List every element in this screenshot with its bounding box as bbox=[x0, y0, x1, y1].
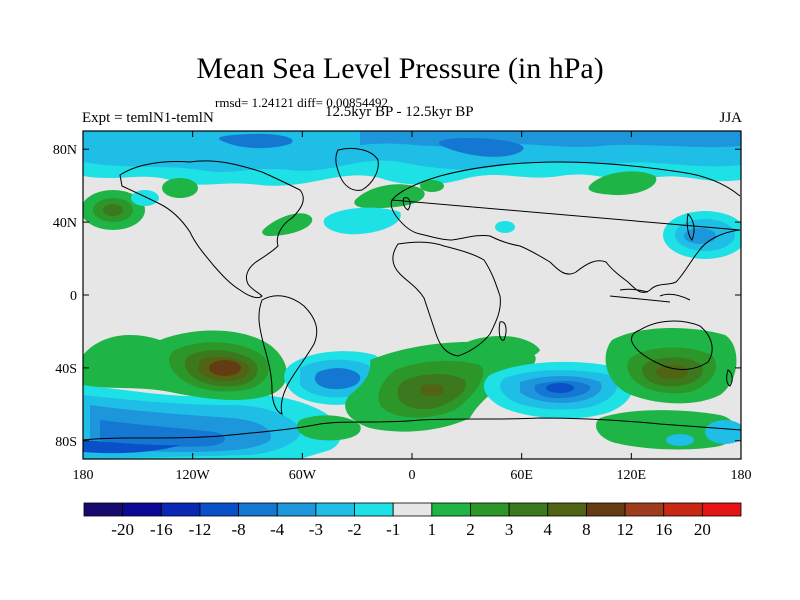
x-tick-label: 120E bbox=[617, 468, 647, 483]
colorbar-swatch bbox=[508, 502, 549, 517]
siberia-positive bbox=[588, 171, 657, 196]
s-indian-negative-peak bbox=[546, 383, 574, 393]
australia-coast bbox=[631, 320, 713, 370]
colorbar-swatch bbox=[624, 502, 665, 517]
y-tick-label: 40N bbox=[53, 216, 77, 231]
y-tick-label: 80S bbox=[55, 435, 77, 450]
colorbar-label: 20 bbox=[694, 520, 711, 539]
southern-ocean-negative-core2 bbox=[100, 420, 226, 447]
colorbar-label: -8 bbox=[232, 520, 246, 539]
x-tick-label: 120W bbox=[176, 468, 211, 483]
coastlines bbox=[83, 147, 741, 441]
colorbar-swatch bbox=[470, 502, 510, 517]
colorbar-swatch bbox=[586, 502, 626, 517]
n-pacific-west-positive bbox=[162, 178, 198, 198]
colorbar-label: 12 bbox=[617, 520, 634, 539]
japan-coast bbox=[686, 212, 695, 241]
antarctic-negative-east2 bbox=[666, 434, 694, 446]
colorbar-label: -20 bbox=[111, 520, 134, 539]
colorbar-swatch bbox=[199, 502, 239, 517]
antarctic-negative-east bbox=[705, 420, 741, 444]
anomaly-field bbox=[83, 131, 741, 459]
colorbar-swatch bbox=[701, 502, 742, 517]
n-atlantic-east-negative bbox=[495, 221, 515, 233]
colorbar-label: 8 bbox=[582, 520, 591, 539]
colorbar-swatch bbox=[392, 502, 433, 517]
colorbar-swatch bbox=[315, 502, 355, 517]
s-indian-west-positive bbox=[457, 335, 540, 361]
y-tick-label: 40S bbox=[55, 362, 77, 377]
colorbar: -20 -16 -12 -8 -4 -3 -2 -1 1 2 3 4 8 12 16 20 bbox=[83, 502, 742, 539]
colorbar-swatch bbox=[663, 502, 703, 517]
nz-coast bbox=[726, 369, 733, 387]
baffin-positive bbox=[420, 180, 444, 192]
colorbar-label: 2 bbox=[466, 520, 475, 539]
arctic-negative-core3 bbox=[219, 133, 293, 149]
s-atlantic-negative-core bbox=[314, 368, 361, 390]
colorbar-label: 1 bbox=[428, 520, 437, 539]
ne-pacific-positive-core bbox=[103, 204, 123, 216]
tasman-positive bbox=[596, 410, 736, 450]
colorbar-swatch bbox=[431, 502, 471, 517]
africa-coast bbox=[392, 241, 501, 357]
weddell-positive bbox=[296, 415, 361, 441]
colorbar-label: -1 bbox=[386, 520, 400, 539]
x-tick-label: 60E bbox=[510, 468, 533, 483]
n-atlantic-positive bbox=[354, 184, 425, 209]
experiment-label: Expt = temlN1-temlN bbox=[82, 110, 214, 126]
colorbar-swatch bbox=[238, 502, 278, 517]
colorbar-label: 4 bbox=[544, 520, 553, 539]
colorbar-swatch bbox=[83, 502, 124, 517]
colorbar-swatch bbox=[547, 502, 587, 517]
x-tick-label: 0 bbox=[409, 468, 416, 483]
y-tick-label: 80N bbox=[53, 143, 77, 158]
x-tick-label: 60W bbox=[289, 468, 317, 483]
s-atlantic-positive-core bbox=[420, 384, 444, 396]
period-label: 12.5kyr BP - 12.5kyr BP bbox=[325, 104, 474, 120]
colorbar-label: 3 bbox=[505, 520, 514, 539]
colorbar-label: -3 bbox=[309, 520, 323, 539]
uk-coast bbox=[402, 197, 411, 211]
arctic-negative-core2 bbox=[439, 138, 524, 157]
south-america-coast bbox=[258, 295, 318, 415]
colorbar-swatch bbox=[276, 502, 317, 517]
colorbar-swatch bbox=[354, 502, 394, 517]
eurasia-coast bbox=[390, 161, 741, 293]
x-tick-label: 180 bbox=[73, 468, 94, 483]
s-pacific-positive-peak bbox=[209, 360, 241, 376]
colorbar-label: 16 bbox=[655, 520, 672, 539]
w-atlantic-negative bbox=[323, 207, 401, 235]
colorbar-label: -12 bbox=[189, 520, 212, 539]
w-pacific-negative-core bbox=[684, 228, 716, 244]
colorbar-label: -2 bbox=[347, 520, 361, 539]
y-tick-label: 0 bbox=[70, 289, 77, 304]
madagascar-coast bbox=[498, 321, 507, 341]
colorbar-swatch bbox=[122, 502, 162, 517]
north-america-coast bbox=[119, 160, 304, 299]
australia-positive-core bbox=[656, 365, 688, 379]
colorbar-swatch bbox=[160, 502, 201, 517]
hudson-positive bbox=[262, 213, 313, 236]
x-tick-label: 180 bbox=[731, 468, 752, 483]
n-pacific-negative-small bbox=[131, 190, 159, 206]
antarctic-coast-negative bbox=[83, 440, 180, 454]
antarctica-coast bbox=[83, 417, 741, 441]
season-label: JJA bbox=[719, 110, 742, 126]
colorbar-label: -16 bbox=[150, 520, 173, 539]
axes: 180 120W 60W 0 60E 120E 180 80N 40N 0 40S 80S bbox=[53, 131, 752, 483]
arctic-negative-core1 bbox=[360, 131, 741, 148]
colorbar-label: -4 bbox=[270, 520, 285, 539]
stats-text: rmsd= 1.24121 diff= 0.00854492 bbox=[215, 95, 388, 110]
indonesia-coast bbox=[609, 288, 691, 303]
chart-title: Mean Sea Level Pressure (in hPa) bbox=[196, 52, 604, 85]
greenland-coast bbox=[335, 147, 379, 191]
